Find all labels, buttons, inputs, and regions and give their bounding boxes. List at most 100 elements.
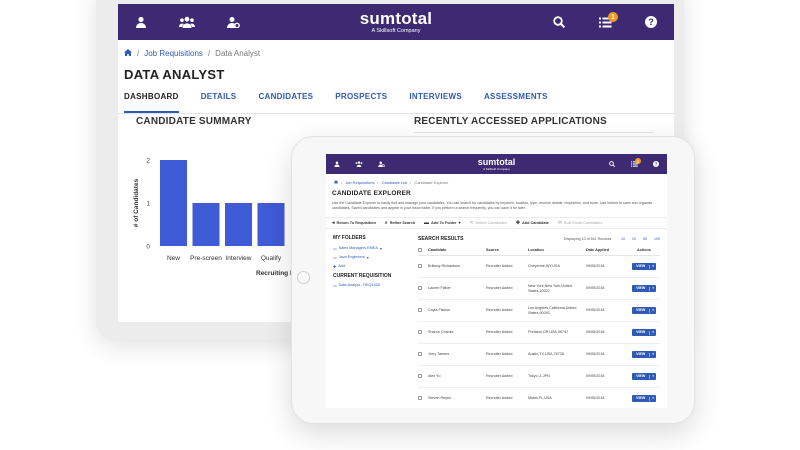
user-settings-icon[interactable] bbox=[210, 4, 256, 40]
candidate-name[interactable]: Cayla Fiskion bbox=[428, 299, 486, 323]
candidate-name[interactable]: Lauren Fisher bbox=[428, 277, 486, 301]
team-icon[interactable] bbox=[348, 154, 370, 174]
table-row[interactable]: Cayla Fiskion Recruiter Added Los Angeles,… bbox=[418, 299, 660, 323]
view-button[interactable]: VIEW ▾ bbox=[632, 395, 656, 403]
candidate-name[interactable]: Steven Reyes bbox=[428, 387, 486, 408]
bulk-email-label: Bulk Email Candidates bbox=[564, 220, 603, 225]
breadcrumb: / Job Requisitions / Data Analyst bbox=[118, 40, 674, 58]
table-row[interactable]: Sharon Chanks Recruiter Added Portland,OR,… bbox=[418, 321, 660, 345]
row-checkbox[interactable] bbox=[418, 307, 422, 312]
row-select-cell[interactable] bbox=[418, 343, 428, 367]
row-select-cell[interactable] bbox=[418, 299, 428, 323]
row-actions: VIEW ▾ bbox=[628, 277, 660, 301]
tab-prospects[interactable]: PROSPECTS bbox=[335, 92, 388, 101]
candidate-name[interactable]: Alex Yu bbox=[428, 365, 486, 389]
y-tick-label: 1 bbox=[146, 201, 150, 208]
table-row[interactable]: Brittany Richardson Recruiter Added Cheyen… bbox=[418, 255, 660, 279]
refine-search-button[interactable]: ⌕ Refine Search bbox=[385, 220, 415, 226]
search-icon[interactable] bbox=[536, 4, 582, 40]
page-size-100[interactable]: 100 bbox=[654, 236, 660, 241]
user-icon[interactable] bbox=[326, 154, 348, 174]
column-location[interactable]: Location bbox=[528, 245, 586, 257]
row-select-cell[interactable] bbox=[418, 321, 428, 345]
x-tick-label: Pre-screen bbox=[190, 255, 222, 262]
chevron-down-icon[interactable]: ▾ bbox=[649, 374, 656, 379]
add-folder-label: Add To Folder bbox=[431, 220, 457, 225]
tasks-icon[interactable]: 1 bbox=[623, 154, 645, 174]
add-folder-link[interactable]: ✚ Add bbox=[333, 264, 413, 269]
chevron-down-icon[interactable]: ▾ bbox=[649, 308, 656, 313]
row-checkbox[interactable] bbox=[418, 329, 422, 334]
candidate-location: Portland,OR,USA,56797 bbox=[528, 321, 586, 345]
table-row[interactable]: Steven Reyes Recruiter Added Miami,FL,USA 0… bbox=[418, 387, 660, 408]
view-button[interactable]: VIEW ▾ bbox=[632, 329, 656, 337]
chevron-down-icon[interactable]: ▾ bbox=[649, 264, 656, 269]
tab-candidates[interactable]: CANDIDATES bbox=[258, 92, 314, 101]
candidate-location: Tokyo,,1,JPN bbox=[528, 365, 586, 389]
candidate-name[interactable]: Jerry Tamers bbox=[428, 343, 486, 367]
page-size-50[interactable]: 50 bbox=[643, 236, 647, 241]
view-button[interactable]: VIEW ▾ bbox=[632, 285, 656, 293]
column-candidate[interactable]: Candidate bbox=[428, 245, 486, 257]
user-settings-icon[interactable] bbox=[370, 154, 392, 174]
row-checkbox[interactable] bbox=[418, 395, 422, 400]
row-checkbox[interactable] bbox=[418, 351, 422, 356]
column-source[interactable]: Source bbox=[486, 245, 528, 257]
tab-dashboard[interactable]: DASHBOARD bbox=[124, 92, 179, 113]
row-select-cell[interactable] bbox=[418, 365, 428, 389]
home-icon[interactable] bbox=[334, 180, 338, 185]
folder-java-engineers[interactable]: ▭ Java Engineers ▾ bbox=[333, 255, 413, 260]
view-button[interactable]: VIEW ▾ bbox=[632, 373, 656, 381]
row-select-cell[interactable] bbox=[418, 255, 428, 279]
home-icon[interactable] bbox=[124, 49, 132, 58]
page-size-10[interactable]: 10 bbox=[621, 236, 625, 241]
select-all-cell[interactable] bbox=[418, 245, 428, 257]
action-toolbar: ◂ Return To Requisition ⌕ Refine Search ▬ A… bbox=[326, 216, 667, 229]
row-select-cell[interactable] bbox=[418, 387, 428, 408]
folders-panel: MY FOLDERS ▭ Sales Managers EMEA ▾ ▭ Java E… bbox=[333, 235, 413, 292]
folder-sales-managers[interactable]: ▭ Sales Managers EMEA ▾ bbox=[333, 246, 413, 251]
candidate-source: Recruiter Added bbox=[486, 299, 528, 323]
tab-assessments[interactable]: ASSESSMENTS bbox=[483, 92, 548, 101]
help-icon[interactable]: ? bbox=[645, 154, 667, 174]
sumtotal-logo[interactable]: sumtotal A Skillsoft Company bbox=[360, 10, 432, 35]
help-icon[interactable]: ? bbox=[628, 4, 674, 40]
chevron-down-icon[interactable]: ▾ bbox=[649, 352, 656, 357]
sumtotal-logo[interactable]: sumtotal A Skillsoft Company bbox=[478, 157, 516, 171]
search-icon[interactable] bbox=[601, 154, 623, 174]
table-row[interactable]: Alex Yu Recruiter Added Tokyo,,1,JPN 09/05/… bbox=[418, 365, 660, 389]
bulk-email-button[interactable]: ✉ Bulk Email Candidates bbox=[558, 220, 602, 226]
select-all-checkbox[interactable] bbox=[418, 247, 422, 252]
add-candidate-button[interactable]: ✚ Add Candidate bbox=[516, 220, 549, 226]
chevron-down-icon[interactable]: ▾ bbox=[649, 330, 656, 335]
breadcrumb-job-requisitions[interactable]: Job Requisitions bbox=[144, 49, 203, 58]
view-button[interactable]: VIEW ▾ bbox=[632, 307, 656, 315]
table-row[interactable]: Lauren Fisher Recruiter Added New York,New… bbox=[418, 277, 660, 301]
user-icon[interactable] bbox=[118, 4, 164, 40]
page-size-20[interactable]: 20 bbox=[632, 236, 636, 241]
tasks-icon[interactable]: 1 bbox=[582, 4, 628, 40]
return-to-requisition-button[interactable]: ◂ Return To Requisition bbox=[332, 220, 376, 226]
view-button[interactable]: VIEW ▾ bbox=[632, 351, 656, 359]
chevron-down-icon[interactable]: ▾ bbox=[649, 286, 656, 291]
view-button[interactable]: VIEW ▾ bbox=[632, 263, 656, 271]
column-date-applied[interactable]: Date Applied bbox=[586, 245, 628, 257]
candidate-name[interactable]: Sharon Chanks bbox=[428, 321, 486, 345]
row-checkbox[interactable] bbox=[418, 285, 422, 290]
breadcrumb-job-requisitions[interactable]: Job Requisitions bbox=[345, 180, 375, 185]
table-row[interactable]: Jerry Tamers Recruiter Added Austin,TX,USA… bbox=[418, 343, 660, 367]
current-requisition-link[interactable]: ▭ Data Analyst - REQ1926 bbox=[333, 283, 413, 288]
breadcrumb-candidate-list[interactable]: Candidate List bbox=[381, 180, 408, 185]
team-icon[interactable] bbox=[164, 4, 210, 40]
row-checkbox[interactable] bbox=[418, 263, 422, 268]
chevron-down-icon[interactable]: ▾ bbox=[649, 396, 656, 401]
front-tablet-screen: sumtotal A Skillsoft Company 1 ? / bbox=[326, 154, 667, 408]
row-checkbox[interactable] bbox=[418, 373, 422, 378]
delete-candidates-button[interactable]: ✕ Delete Candidates bbox=[469, 220, 506, 226]
tab-interviews[interactable]: INTERVIEWS bbox=[409, 92, 462, 101]
candidate-name[interactable]: Brittany Richardson bbox=[428, 255, 486, 279]
row-select-cell[interactable] bbox=[418, 277, 428, 301]
date-applied: 09/05/2018 bbox=[586, 277, 628, 301]
tab-details[interactable]: DETAILS bbox=[200, 92, 237, 101]
add-to-folder-button[interactable]: ▬ Add To Folder ▾ bbox=[424, 220, 460, 226]
